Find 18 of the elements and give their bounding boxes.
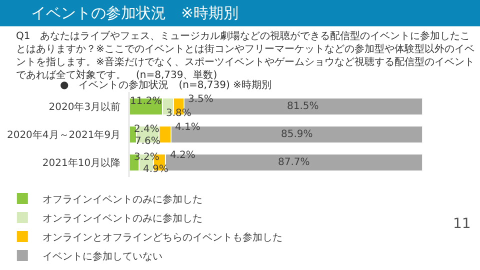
- y-tick-label: 2020年3月以前: [48, 101, 121, 114]
- text: ● イベントの参加状況 (n=8,739) ※時期別: [60, 79, 272, 91]
- legend-label: オンラインイベントのみに参加した: [42, 212, 202, 224]
- data-label: 81.5%: [287, 101, 319, 112]
- chart-subtitle: Q1 あなたはライブやフェス、ミュージカル劇場などの視聴ができる配信型のイベントに参加したことはありますか？※ここでのイベントとは街コンやフリーマーケットなどの参加型や体験型以外のイベントを指します。※音楽だけでなく、スポーツイベントやゲームショウなど視聴する配信型のイベントであれば全て対象です。 (n=8,739、単数): [16, 30, 474, 81]
- text: 11: [453, 216, 471, 232]
- data-label: 11.2%: [130, 96, 162, 107]
- legend-label: オフラインイベントのみに参加した: [42, 193, 202, 206]
- data-label: 4.9%: [143, 164, 168, 175]
- data-label: 87.7%: [278, 157, 310, 168]
- legend-label: オンラインとオフラインどちらのイベントも参加した: [42, 231, 282, 244]
- legend-label: イベントに参加していない: [42, 250, 162, 262]
- data-label: 85.9%: [281, 129, 313, 140]
- data-label: 7.6%: [135, 136, 160, 147]
- y-tick-label: 2020年4月～2021年9月: [6, 129, 121, 142]
- y-tick-label: 2021年10月以降: [42, 157, 121, 169]
- chart-title: イベントの参加状況 ※時期別: [31, 4, 239, 22]
- data-label: 3.8%: [166, 108, 192, 119]
